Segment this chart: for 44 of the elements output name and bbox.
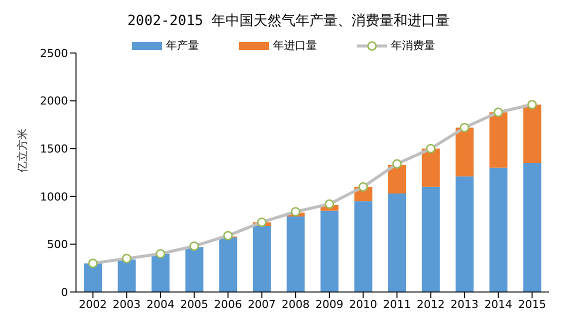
y-tick-label: 500 [47, 238, 68, 252]
legend-label: 年消费量 [391, 38, 435, 53]
y-tick-label: 0 [61, 286, 68, 299]
legend-label: 年产量 [166, 38, 199, 53]
x-tick-label: 2011 [382, 298, 411, 311]
x-tick-label: 2006 [214, 298, 242, 311]
bar [185, 247, 204, 292]
x-tick-label: 2002 [78, 298, 107, 311]
bar [422, 186, 440, 292]
bar [456, 128, 474, 176]
chart-title: 2002-2015 年中国天然气年产量、消费量和进口量 [126, 12, 451, 31]
bar [489, 112, 508, 168]
x-tick-label: 2003 [112, 298, 141, 311]
x-tick-label: 2010 [349, 298, 378, 311]
y-tick-label: 2500 [40, 46, 68, 60]
bar [388, 164, 406, 194]
bar [354, 201, 372, 292]
x-tick-label: 2009 [315, 298, 344, 311]
bar [523, 162, 542, 292]
bar [456, 176, 474, 292]
x-tick-label: 2014 [484, 298, 512, 311]
bar [422, 148, 440, 187]
bar [219, 238, 238, 292]
y-tick-label: 2000 [40, 94, 68, 108]
bar [286, 216, 305, 292]
y-tick-label: 1500 [40, 142, 68, 156]
x-tick-label: 2005 [180, 298, 208, 311]
bar [388, 194, 406, 292]
x-tick-label: 2015 [518, 298, 546, 311]
bar [84, 263, 102, 292]
bar [118, 259, 136, 292]
y-tick-label: 1000 [40, 190, 68, 204]
bar [523, 104, 542, 163]
bar [320, 210, 338, 292]
bar [252, 226, 271, 292]
y-axis-title: 亿立方米 [16, 128, 29, 174]
bar [152, 254, 170, 292]
x-tick-label: 2004 [146, 298, 174, 311]
legend-label: 年进口量 [273, 38, 317, 53]
x-tick-label: 2012 [416, 298, 445, 311]
x-tick-label: 2008 [282, 298, 310, 311]
x-tick-label: 2007 [248, 298, 276, 311]
x-tick-label: 2013 [450, 298, 479, 311]
bar [489, 168, 508, 292]
